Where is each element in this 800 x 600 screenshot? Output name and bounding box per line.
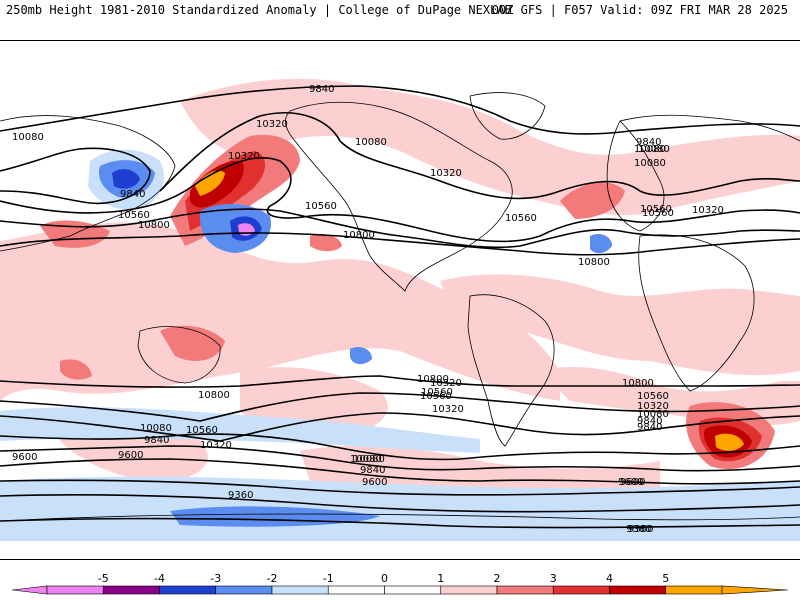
colorbar-arrow-low [11, 585, 48, 595]
anomaly-map: 9840 10080 10320 10560 10800 9360 9600 1… [0, 40, 800, 560]
contour-label: 9840 [637, 422, 662, 433]
contour-label: 9840 [360, 465, 385, 476]
map-title: 250mb Height 1981-2010 Standardized Anom… [6, 3, 512, 17]
contour-label: 10080 [638, 144, 670, 155]
height-contours [0, 85, 800, 529]
colorbar-tick-label: -2 [267, 572, 278, 585]
contour-label: 9600 [118, 450, 143, 461]
contour-label: 10320 [200, 440, 232, 451]
colorbar-tick-label: 3 [550, 572, 557, 585]
contour-label: 9840 [309, 84, 334, 95]
colorbar-tick-label: -1 [323, 572, 334, 585]
model-run-info: 00Z GFS | F057 Valid: 09Z FRI MAR 28 202… [491, 3, 788, 17]
colorbar-arrow-high [721, 585, 789, 595]
map-canvas: 9840 10080 10320 10560 10800 9360 9600 1… [0, 41, 800, 559]
contour-label: 10560 [642, 208, 674, 219]
contour-label: 10560 [640, 204, 672, 215]
contour-label: 10560 [305, 201, 337, 212]
contour-label: 10080 [353, 454, 385, 465]
contour-label: 10560 [118, 210, 150, 221]
colorbar-swatch [609, 585, 667, 595]
contour-label: 9840 [144, 435, 169, 446]
contour-label: 10320 [637, 401, 669, 412]
colorbar-swatch [46, 585, 104, 595]
colorbar-swatch [159, 585, 217, 595]
contour-label: 10080 [12, 132, 44, 143]
contour-label: 10320 [228, 151, 260, 162]
contour-label: 9600 [618, 477, 643, 488]
contour-label: 9600 [362, 477, 387, 488]
contour-label: 10320 [256, 119, 288, 130]
contour-label: 9600 [12, 452, 37, 463]
contour-label: 10080 [637, 409, 669, 420]
contour-label: 10800 [198, 390, 230, 401]
contour-label: 9840 [637, 416, 662, 427]
contour-label: 10800 [417, 374, 449, 385]
colorbar-swatch [102, 585, 160, 595]
contour-label: 10800 [343, 230, 375, 241]
contour-label: 9840 [120, 189, 145, 200]
colorbar-tick-label: 4 [606, 572, 613, 585]
colorbar-swatch [271, 585, 329, 595]
contour-label: 10560 [420, 391, 452, 402]
contour-label: 10080 [350, 454, 382, 465]
contour-label: 10320 [430, 168, 462, 179]
contour-label: 9600 [620, 477, 645, 488]
contour-label: 10800 [622, 378, 654, 389]
contour-label: 10080 [634, 158, 666, 169]
colorbar-swatch [440, 585, 498, 595]
contour-label: 10320 [432, 404, 464, 415]
colorbar-swatch [665, 585, 723, 595]
contour-label: 9360 [626, 524, 651, 535]
contour-labels: 9840 10080 10320 10560 10800 9360 9600 1… [12, 84, 724, 535]
positive-anomaly-light [0, 78, 800, 500]
colorbar-swatch [215, 585, 273, 595]
colorbar-tick-label: -5 [98, 572, 109, 585]
colorbar-swatch [552, 585, 610, 595]
contour-label: 10320 [430, 378, 462, 389]
contour-label: 10080 [355, 137, 387, 148]
contour-label: 10560 [637, 391, 669, 402]
colorbar-tick-label: 2 [494, 572, 501, 585]
colorbar-tick-label: 5 [662, 572, 669, 585]
colorbar-tick-label: -3 [210, 572, 221, 585]
contour-label: 10800 [578, 257, 610, 268]
contour-label: 10800 [138, 220, 170, 231]
colorbar-swatch [496, 585, 554, 595]
coastlines [0, 92, 800, 522]
contour-label: 9360 [228, 490, 253, 501]
contour-label: 9360 [628, 524, 653, 535]
colorbar-swatch [384, 585, 442, 595]
contour-label: 10080 [634, 144, 666, 155]
colorbar-swatch [327, 585, 385, 595]
colorbar-tick-label: -4 [154, 572, 165, 585]
contour-label: 10560 [505, 213, 537, 224]
contour-label: 10560 [421, 387, 453, 398]
contour-label: 10080 [140, 423, 172, 434]
contour-label: 10320 [692, 205, 724, 216]
colorbar-tick-label: 0 [381, 572, 388, 585]
contour-label: 9840 [636, 137, 661, 148]
contour-label: 10560 [186, 425, 218, 436]
colorbar-tick-label: 1 [437, 572, 444, 585]
anomaly-colorbar: -5 -4 -3 -2 -1 0 1 2 3 4 5 [11, 572, 789, 595]
